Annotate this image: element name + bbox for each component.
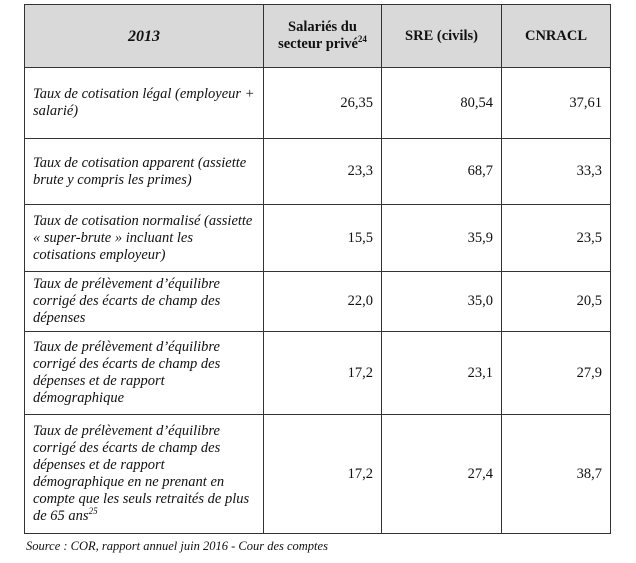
row-label-text: Taux de cotisation normalisé (assiette «… — [33, 212, 253, 263]
row-label: Taux de prélèvement d’équilibre corrigé … — [24, 414, 264, 534]
row-value: 80,54 — [381, 67, 502, 139]
table-row: Taux de cotisation apparent (assiette br… — [24, 138, 611, 205]
table-row: Taux de prélèvement d’équilibre corrigé … — [24, 271, 611, 332]
row-value: 26,35 — [263, 67, 382, 139]
table-row: Taux de cotisation légal (employeur + sa… — [24, 67, 611, 139]
table-row: Taux de prélèvement d’équilibre corrigé … — [24, 414, 611, 534]
row-value: 20,5 — [501, 271, 611, 332]
row-value: 27,9 — [501, 331, 611, 415]
row-label: Taux de prélèvement d’équilibre corrigé … — [24, 271, 264, 332]
table-row: Taux de cotisation normalisé (assiette «… — [24, 204, 611, 272]
footnote-24: 24 — [357, 34, 367, 45]
table-row: Taux de prélèvement d’équilibre corrigé … — [24, 331, 611, 415]
source-note: Source : COR, rapport annuel juin 2016 -… — [26, 539, 328, 553]
row-value: 23,5 — [501, 204, 611, 272]
footnote-25: 25 — [88, 506, 98, 517]
row-value: 17,2 — [263, 331, 382, 415]
row-label: Taux de cotisation légal (employeur + sa… — [24, 67, 264, 139]
row-label-text: Taux de prélèvement d’équilibre corrigé … — [33, 276, 221, 326]
row-label: Taux de cotisation normalisé (assiette «… — [24, 204, 264, 272]
row-value: 35,9 — [381, 204, 502, 272]
row-label-text: Taux de prélèvement d’équilibre corrigé … — [33, 339, 221, 406]
header-private: Salariés du secteur privé24 — [263, 4, 382, 68]
row-label: Taux de cotisation apparent (assiette br… — [24, 138, 264, 205]
row-value: 35,0 — [381, 271, 502, 332]
row-value: 37,61 — [501, 67, 611, 139]
row-value: 38,7 — [501, 414, 611, 534]
header-sre: SRE (civils) — [381, 4, 502, 68]
row-label-text: Taux de prélèvement d’équilibre corrigé … — [33, 423, 250, 524]
header-row: 2013 Salariés du secteur privé24 SRE (ci… — [24, 4, 611, 68]
header-year: 2013 — [24, 4, 264, 68]
row-value: 33,3 — [501, 138, 611, 205]
row-label-text: Taux de cotisation légal (employeur + sa… — [33, 86, 255, 119]
row-value: 23,3 — [263, 138, 382, 205]
row-value: 23,1 — [381, 331, 502, 415]
row-value: 15,5 — [263, 204, 382, 272]
data-table: 2013 Salariés du secteur privé24 SRE (ci… — [24, 4, 611, 534]
row-value: 22,0 — [263, 271, 382, 332]
row-label-text: Taux de cotisation apparent (assiette br… — [33, 154, 247, 188]
row-value: 68,7 — [381, 138, 502, 205]
row-value: 17,2 — [263, 414, 382, 534]
header-cnracl: CNRACL — [501, 4, 611, 68]
row-value: 27,4 — [381, 414, 502, 534]
row-label: Taux de prélèvement d’équilibre corrigé … — [24, 331, 264, 415]
header-private-text: Salariés du secteur privé — [278, 19, 358, 52]
